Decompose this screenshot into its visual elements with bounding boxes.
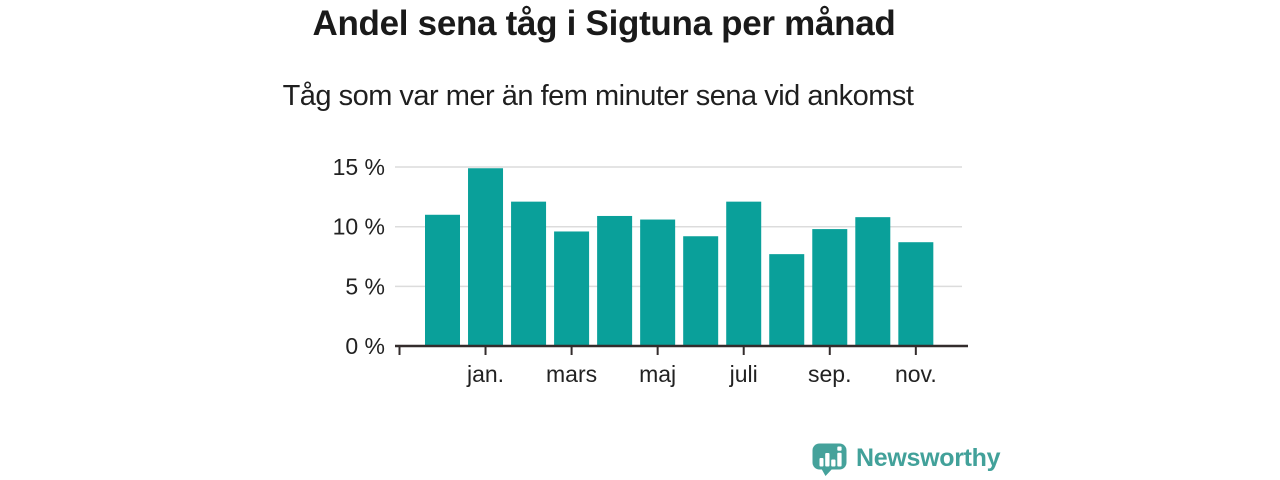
bar-sep.	[812, 229, 848, 346]
bar-month-3	[511, 201, 547, 346]
bar-month-9	[769, 254, 805, 346]
y-axis-label: 10 %	[333, 214, 385, 240]
x-axis-label: nov.	[895, 361, 937, 387]
bar-month-11	[855, 217, 891, 346]
y-axis-label: 5 %	[345, 273, 385, 299]
bar-maj	[640, 219, 676, 346]
x-axis-label: jan.	[466, 361, 504, 387]
x-axis-label: juli	[729, 361, 758, 387]
y-axis-label: 0 %	[345, 333, 385, 359]
bar-jan.	[468, 168, 504, 346]
y-axis-label: 15 %	[333, 154, 385, 180]
newsworthy-logo: Newsworthy	[812, 443, 1001, 477]
x-axis-label: sep.	[808, 361, 851, 387]
x-axis-label: mars	[546, 361, 597, 387]
bar-chart: 0 % 5 % 10 % 15 % jan. mars maj juli sep. nov.	[333, 154, 968, 387]
chart-subtitle: Tåg som var mer än fem minuter sena vid …	[282, 80, 914, 112]
bar-mars	[554, 231, 590, 346]
newsworthy-logo-text: Newsworthy	[856, 443, 1001, 472]
chart-title: Andel sena tåg i Sigtuna per månad	[312, 4, 896, 43]
bar-month-5	[597, 215, 633, 346]
bar-juli	[726, 201, 762, 346]
newsworthy-bar-chart-bubble-icon	[812, 443, 847, 476]
bar-month-7	[683, 236, 719, 346]
bar-nov.	[898, 242, 934, 346]
x-axis-label: maj	[639, 361, 676, 387]
bar-month-1	[425, 214, 460, 346]
